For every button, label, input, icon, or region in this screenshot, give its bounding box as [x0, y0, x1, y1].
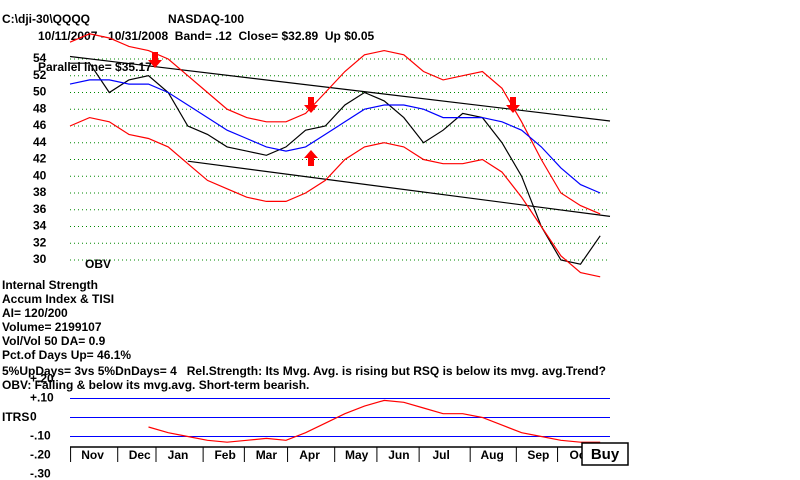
y-tick-label: 0	[30, 410, 37, 424]
indicator-text: AI= 120/200	[2, 306, 68, 320]
buy-button[interactable]: Buy	[581, 442, 629, 466]
indicator-text: Vol/Vol 50 DA= 0.9	[2, 334, 106, 348]
sell-arrow	[304, 97, 318, 113]
file-path: C:\dji-30\QQQQ	[2, 12, 90, 26]
buy-arrow	[304, 150, 318, 166]
indicator-text: Volume= 2199107	[2, 320, 102, 334]
y-tick-label: 34	[33, 219, 47, 233]
sell-arrow	[148, 52, 162, 68]
indicator-text: Accum Index & TISI	[2, 292, 114, 306]
x-tick-label: Sep	[527, 448, 549, 462]
y-tick-label: 42	[33, 152, 47, 166]
sell-arrow	[506, 97, 520, 113]
y-tick-label: 52	[33, 68, 47, 82]
indicator-panel: Internal Strength Accum Index & TISI AI=…	[2, 278, 606, 392]
x-tick-label: May	[345, 448, 369, 462]
indicator-text: 5%UpDays= 3vs 5%DnDays= 4 Rel.Strength: …	[2, 364, 606, 378]
y-tick-label: 46	[33, 118, 47, 132]
y-tick-label: 50	[33, 85, 47, 99]
x-tick-label: Mar	[256, 448, 278, 462]
y-tick-label: 30	[33, 252, 47, 266]
x-tick-label: Jul	[432, 448, 449, 462]
x-tick-label: Feb	[214, 448, 235, 462]
y-tick-label: +.20	[30, 372, 54, 386]
button-label[interactable]: Buy	[591, 446, 620, 463]
button-frame[interactable]	[581, 442, 629, 466]
chart-title: NASDAQ-100	[168, 12, 244, 26]
x-tick-label: Jan	[168, 448, 189, 462]
y-tick-label: 44	[33, 135, 47, 149]
y-tick-label: -.10	[30, 429, 51, 443]
y-tick-label: 48	[33, 101, 47, 115]
series-line	[70, 62, 601, 265]
annotation: OBV	[85, 257, 111, 271]
y-tick-label: 38	[33, 185, 47, 199]
indicator-text: Pct.of Days Up= 46.1%	[2, 348, 131, 362]
x-tick-label: Dec	[129, 448, 151, 462]
trend-line	[69, 55, 611, 122]
trend-line	[187, 160, 611, 217]
y-tick-label: 32	[33, 235, 47, 249]
x-tick-label: Aug	[481, 448, 504, 462]
x-tick-label: Jun	[388, 448, 409, 462]
indicator-text: Internal Strength	[2, 278, 98, 292]
y-tick-label: -.20	[30, 448, 51, 462]
y-tick-label: -.30	[30, 467, 51, 480]
series-line	[69, 79, 601, 194]
y-tick-label: 36	[33, 202, 47, 216]
chart-subtitle: 10/11/2007 - 10/31/2008 Band= .12 Close=…	[38, 29, 375, 43]
series-line	[69, 116, 601, 278]
y-tick-label: 54	[33, 51, 47, 65]
series-line	[148, 399, 601, 443]
x-tick-label: Apr	[299, 448, 320, 462]
indicator-text: OBV: Falling & below its mvg.avg. Short-…	[2, 378, 309, 392]
y-tick-label: 40	[33, 168, 47, 182]
annotation: Parallel line= $35.17	[38, 60, 152, 74]
x-tick-label: Nov	[81, 448, 104, 462]
y-axis-label: ITRS	[2, 410, 29, 424]
y-tick-label: +.10	[30, 391, 54, 405]
signal-arrows	[148, 52, 520, 166]
